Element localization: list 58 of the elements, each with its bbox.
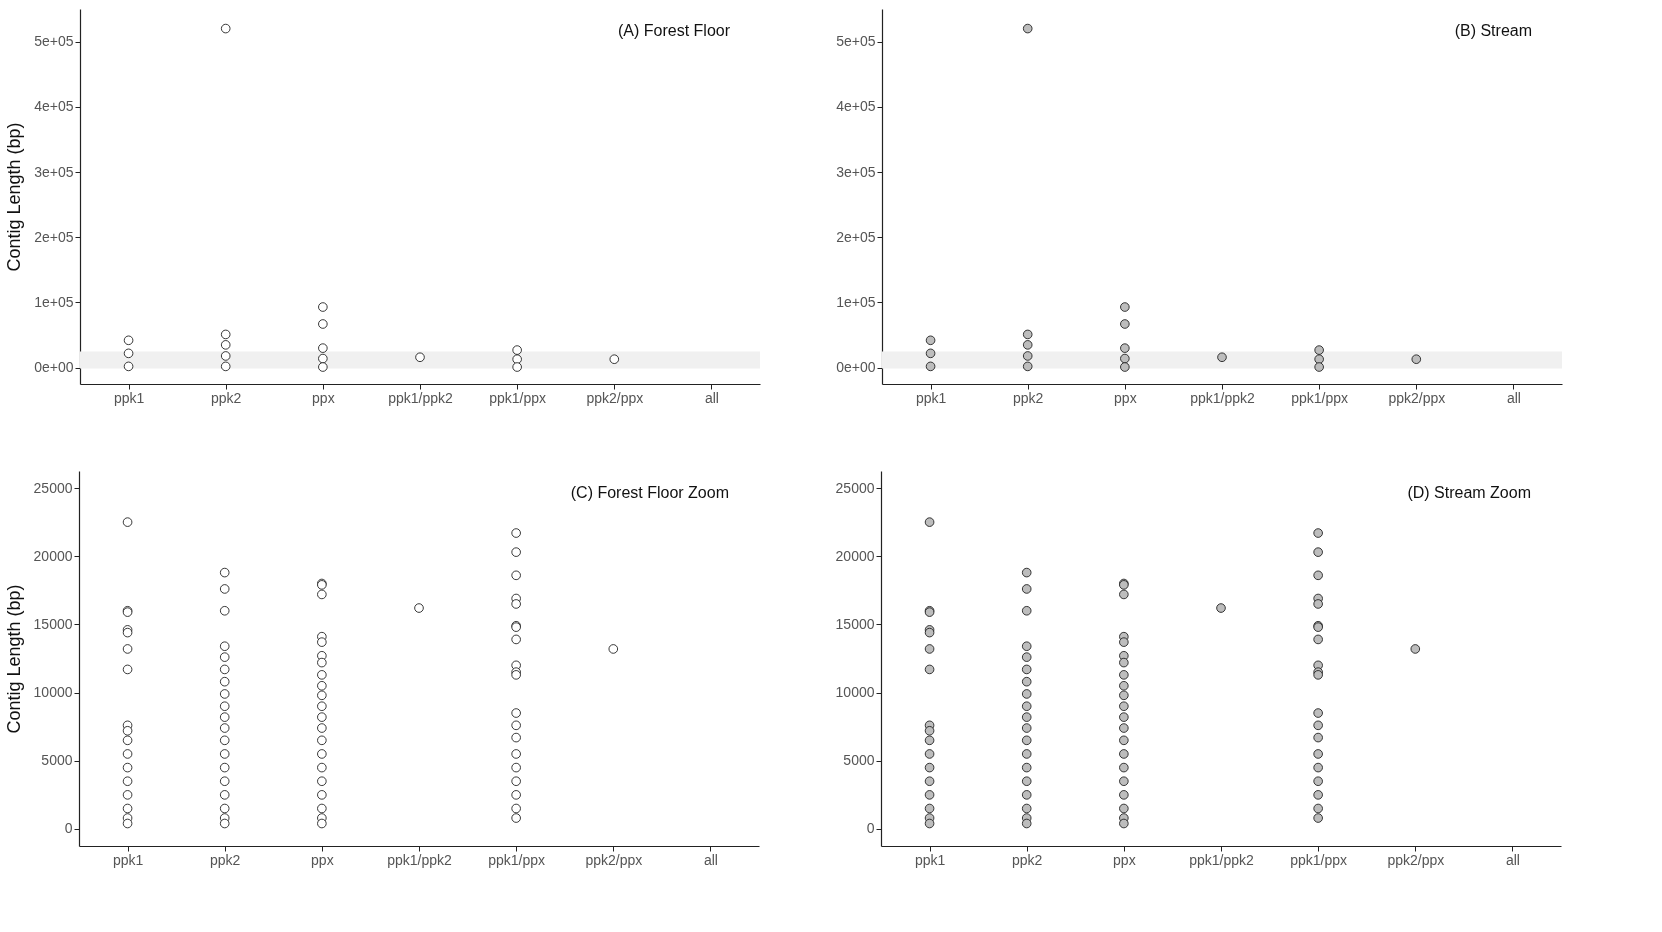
- y-tick-label: 1e+05: [836, 293, 876, 310]
- x-tick-label: ppk2/ppx: [586, 389, 644, 406]
- x-tick-label: ppk2/ppx: [1388, 389, 1446, 406]
- y-tick-label: 4e+05: [836, 98, 876, 115]
- text: (B) Stream: [1454, 22, 1532, 39]
- y-tick-label: 25000: [33, 479, 73, 496]
- y-tick-label: 15000: [835, 615, 875, 632]
- x-tick-label: ppk2: [1013, 389, 1044, 406]
- x-tick-label: all: [703, 851, 718, 868]
- y-axis-title: Contig Length (bp): [3, 584, 24, 734]
- x-tick-label: ppk1: [915, 389, 947, 406]
- y-tick-label: 0e+00: [836, 359, 876, 376]
- x-tick-label: ppk2/ppx: [585, 851, 643, 868]
- y-tick-label: 25000: [835, 479, 875, 496]
- y-tick-label: 15000: [33, 615, 73, 632]
- y-tick-label: 1e+05: [34, 293, 74, 310]
- y-tick-label: 3e+05: [836, 163, 876, 180]
- x-tick-label: ppk1: [113, 389, 145, 406]
- y-tick-label: 20000: [33, 547, 73, 564]
- x-tick-label: all: [1506, 389, 1521, 406]
- x-tick-label: ppk1/ppk2: [1189, 851, 1255, 868]
- y-tick-label: 5000: [843, 752, 875, 769]
- y-tick-label: 4e+05: [34, 98, 74, 115]
- x-tick-label: ppk2: [1012, 851, 1043, 868]
- x-tick-label: ppk1/ppx: [488, 851, 546, 868]
- x-tick-label: ppx: [312, 389, 335, 406]
- x-tick-label: all: [704, 389, 719, 406]
- x-tick-label: ppk1/ppx: [489, 389, 547, 406]
- x-tick-label: ppx: [1114, 389, 1137, 406]
- x-tick-label: ppk2: [211, 389, 242, 406]
- x-tick-label: ppx: [1113, 851, 1136, 868]
- y-tick-label: 0: [866, 820, 875, 837]
- x-tick-label: ppk1/ppx: [1291, 389, 1349, 406]
- x-tick-label: ppk1/ppk2: [1190, 389, 1256, 406]
- y-tick-label: 5e+05: [34, 33, 74, 50]
- y-tick-label: 5000: [41, 752, 73, 769]
- x-tick-label: ppk1: [112, 851, 144, 868]
- x-tick-label: ppk2: [210, 851, 241, 868]
- text: (A) Forest Floor: [617, 22, 731, 39]
- y-tick-label: 20000: [835, 547, 875, 564]
- y-tick-label: 0e+00: [34, 359, 74, 376]
- x-tick-label: ppk1/ppk2: [387, 851, 453, 868]
- y-tick-label: 0: [64, 820, 73, 837]
- x-tick-label: ppk1: [914, 851, 946, 868]
- x-tick-label: all: [1505, 851, 1520, 868]
- x-tick-label: ppk1/ppk2: [388, 389, 454, 406]
- y-tick-label: 10000: [835, 684, 875, 701]
- y-axis-title: Contig Length (bp): [4, 122, 25, 272]
- x-tick-label: ppk1/ppx: [1290, 851, 1348, 868]
- y-tick-label: 3e+05: [34, 163, 74, 180]
- x-tick-label: ppx: [311, 851, 334, 868]
- y-tick-label: 2e+05: [836, 228, 876, 245]
- text: (D) Stream Zoom: [1407, 484, 1531, 501]
- y-tick-label: 10000: [33, 684, 73, 701]
- y-tick-label: 2e+05: [34, 228, 74, 245]
- text: (C) Forest Floor Zoom: [570, 484, 729, 501]
- y-tick-label: 5e+05: [836, 33, 876, 50]
- x-tick-label: ppk2/ppx: [1387, 851, 1445, 868]
